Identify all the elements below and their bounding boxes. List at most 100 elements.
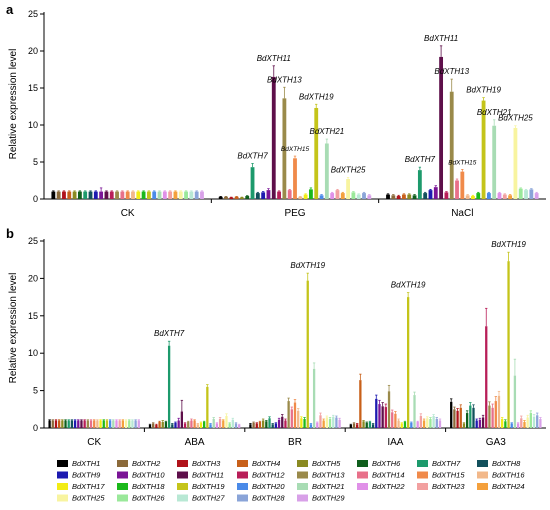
annotation-bdxth19: BdXTH19: [391, 281, 426, 290]
legend-label-bdxth28: BdXTH28: [252, 494, 285, 503]
bar-br-bdxth10: [277, 419, 281, 428]
bar-aba-bdxth18: [203, 422, 206, 428]
bar-nacl-bdxth3: [396, 196, 401, 199]
panel-b-ylabel: Relative expression level: [8, 273, 19, 384]
legend-label-bdxth29: BdXTH29: [312, 494, 345, 503]
bar-ck-bdxth7: [67, 420, 70, 428]
bar-nacl-bdxth2: [391, 195, 396, 199]
bar-nacl-bdxth26: [518, 188, 523, 199]
bar-br-bdxth22: [316, 422, 319, 428]
bar-peg-bdxth27: [356, 194, 361, 199]
bar-ck-bdxth29: [137, 420, 140, 428]
bar-peg-bdxth15: [293, 158, 297, 199]
bar-ck-bdxth13: [115, 191, 119, 199]
bar-aba-bdxth19: [206, 386, 209, 428]
bar-br-bdxth25: [325, 417, 328, 428]
legend-label-bdxth9: BdXTH9: [72, 471, 101, 480]
bar-ck-bdxth21: [157, 191, 162, 199]
bar-ga3-bdxth17: [501, 419, 504, 428]
bar-ck-bdxth9: [93, 191, 98, 199]
bar-br-bdxth20: [309, 424, 313, 428]
bar-ck-bdxth15: [93, 420, 96, 428]
bar-ck-bdxth4: [58, 420, 61, 428]
bar-ck-bdxth12: [109, 191, 114, 199]
bar-ck-bdxth18: [141, 191, 146, 199]
bar-ck-bdxth16: [131, 191, 135, 199]
bar-aba-bdxth3: [155, 425, 158, 428]
bar-ck-bdxth10: [77, 420, 80, 428]
bar-ga3-bdxth1: [450, 401, 453, 428]
bar-iaa-bdxth12: [384, 407, 387, 428]
bar-iaa-bdxth14: [391, 412, 394, 428]
bar-aba-bdxth22: [215, 423, 219, 428]
bar-ck-bdxth14: [120, 191, 125, 199]
bar-ck-bdxth1: [48, 420, 51, 428]
bar-br-bdxth29: [338, 419, 341, 428]
bar-nacl-bdxth12: [444, 192, 449, 199]
category-label-ck: CK: [121, 208, 135, 219]
bar-peg-bdxth29: [367, 195, 372, 199]
annotation-bdxth11: BdXTH11: [257, 54, 291, 63]
legend-label-bdxth26: BdXTH26: [132, 494, 165, 503]
bar-peg-bdxth10: [266, 190, 271, 199]
bar-nacl-bdxth7: [417, 170, 422, 199]
bar-peg-bdxth9: [261, 192, 266, 199]
annotation-bdxth21: BdXTH21: [477, 108, 512, 117]
legend-swatch-bdxth13: [297, 471, 308, 479]
category-label-nacl: NaCl: [451, 208, 473, 219]
panel-a-plot: 0 5 10 15 20 25 CK PEG NaCl BdXTH7 BdXTH11 BdXTH13 B…: [28, 9, 546, 219]
legend-label-bdxth17: BdXTH17: [72, 482, 105, 491]
bar-ga3-bdxth8: [472, 407, 475, 428]
bar-peg-bdxth28: [362, 193, 366, 199]
panel-b-letter: b: [6, 226, 14, 241]
y-tick-label: 25: [28, 9, 38, 19]
bar-aba-bdxth7: [167, 345, 171, 428]
bar-peg-bdxth11: [271, 76, 276, 199]
bar-aba-bdxth13: [187, 422, 190, 428]
bar-br-bdxth6: [265, 421, 268, 428]
legend-label-bdxth3: BdXTH3: [192, 459, 221, 468]
bar-iaa-bdxth15: [394, 413, 397, 428]
bar-nacl-bdxth22: [497, 193, 502, 199]
bar-ck-bdxth26: [184, 191, 188, 199]
bar-ck-bdxth3: [54, 420, 58, 428]
bar-ck-bdxth26: [128, 420, 131, 428]
legend-label-bdxth2: BdXTH2: [132, 459, 161, 468]
bar-ck-bdxth23: [118, 420, 121, 428]
bar-ck-bdxth14: [89, 420, 93, 428]
annotation-bdxth19: BdXTH19: [290, 261, 325, 270]
bar-ck-bdxth12: [83, 420, 86, 428]
bar-nacl-bdxth9: [428, 190, 433, 199]
legend-label-bdxth13: BdXTH13: [312, 471, 345, 480]
bar-aba-bdxth11: [180, 411, 184, 428]
bar-peg-bdxth5: [240, 197, 244, 199]
bar-ck-bdxth18: [102, 420, 105, 428]
bar-nacl-bdxth29: [534, 193, 539, 199]
bar-br-bdxth8: [271, 424, 274, 428]
bar-ga3-bdxth27: [532, 416, 536, 428]
bar-peg-bdxth26: [351, 192, 356, 199]
bar-aba-bdxth1: [148, 425, 152, 428]
legend-swatch-bdxth24: [477, 483, 488, 490]
bar-nacl-bdxth21: [492, 125, 497, 199]
bar-peg-bdxth23: [335, 190, 340, 199]
bar-br-bdxth26: [328, 419, 332, 428]
bar-br-bdxth7: [268, 418, 271, 428]
bar-ck-bdxth17: [136, 191, 141, 199]
category-label-ga3: GA3: [486, 437, 506, 448]
bar-nacl-bdxth18: [476, 193, 481, 199]
legend-swatch-bdxth21: [297, 483, 308, 490]
category-label-br: BR: [288, 437, 302, 448]
legend-swatch-bdxth1: [57, 460, 68, 467]
bar-iaa-bdxth28: [435, 419, 438, 428]
bar-aba-bdxth2: [152, 423, 155, 428]
legend-label-bdxth5: BdXTH5: [312, 459, 341, 468]
y-tick-label: 10: [28, 120, 38, 130]
legend-label-bdxth25: BdXTH25: [72, 494, 105, 503]
bar-ck-bdxth19: [105, 420, 109, 428]
bar-aba-bdxth24: [222, 420, 225, 428]
bar-br-bdxth17: [300, 418, 303, 428]
bar-ck-bdxth29: [200, 191, 204, 199]
panel-a-letter: a: [6, 2, 14, 17]
legend-label-bdxth16: BdXTH16: [492, 471, 525, 480]
